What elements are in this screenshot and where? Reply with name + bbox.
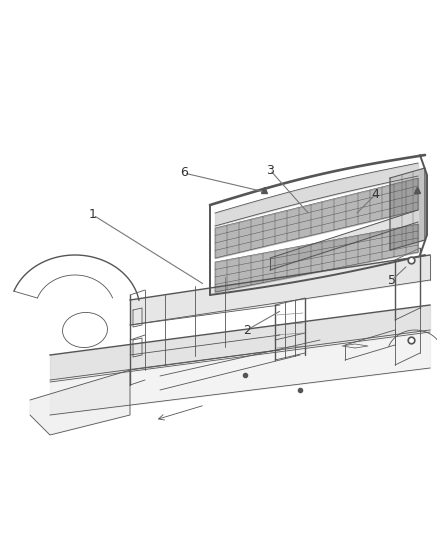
Text: 3: 3 — [266, 164, 274, 176]
Text: 5: 5 — [388, 273, 396, 287]
Text: 2: 2 — [243, 324, 251, 336]
Polygon shape — [30, 370, 130, 435]
Text: 4: 4 — [371, 189, 379, 201]
Polygon shape — [390, 168, 425, 250]
Text: 6: 6 — [180, 166, 188, 180]
Text: 1: 1 — [89, 208, 97, 222]
